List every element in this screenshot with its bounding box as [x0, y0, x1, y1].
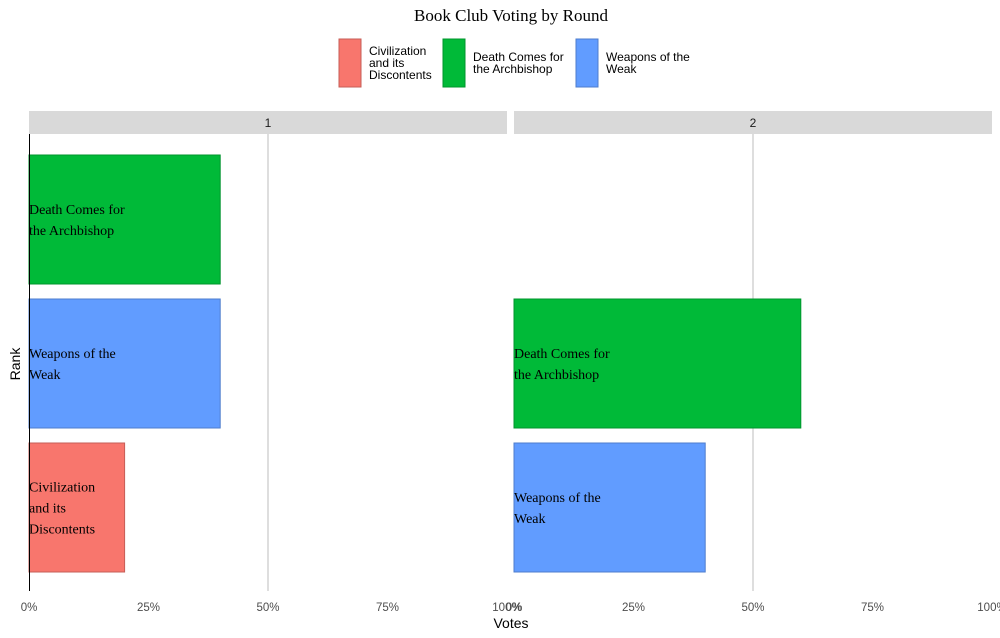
legend-key [575, 38, 599, 88]
facet-label: 2 [750, 116, 757, 130]
x-tick-label: 50% [741, 602, 764, 614]
x-tick-label: 100% [977, 602, 1000, 614]
bar-label: Weapons of the Weak [514, 491, 601, 527]
bar [513, 442, 706, 573]
chart-title: Book Club Voting by Round [414, 6, 608, 25]
facet-strip [514, 111, 992, 134]
legend-label: Death Comes for the Archbishop [473, 50, 564, 76]
legend-label: Civilization and its Discontents [369, 44, 432, 82]
bar [28, 154, 221, 285]
legend-key [442, 38, 466, 88]
bar-label: Civilization and its Discontents [29, 481, 95, 538]
plot-panels: 1 Death Comes for the Archbishop Weapons of… [21, 111, 1000, 614]
x-tick-label: 50% [256, 602, 279, 614]
panel: 1 Death Comes for the Archbishop Weapons of… [21, 111, 522, 614]
legend: Civilization and its Discontents Death Come… [338, 38, 690, 88]
bar [513, 298, 802, 429]
y-axis-label: Rank [7, 347, 23, 381]
bar-label: Weapons of the Weak [29, 347, 116, 383]
x-tick-label: 100% [492, 602, 521, 614]
x-tick-label: 25% [137, 602, 160, 614]
bar-label: Death Comes for the Archbishop [514, 347, 610, 383]
x-axis-label: Votes [493, 615, 528, 631]
bar [28, 298, 221, 429]
x-tick-label: 25% [622, 602, 645, 614]
facet-strip [29, 111, 507, 134]
legend-label: Weapons of the Weak [606, 50, 690, 76]
legend-key [338, 38, 362, 88]
facet-label: 1 [265, 116, 272, 130]
x-tick-label: 0% [506, 602, 523, 614]
bar-label: Death Comes for the Archbishop [29, 203, 125, 239]
panel: 2 Death Comes for the Archbishop Weapons of… [506, 111, 1000, 614]
x-tick-label: 75% [376, 602, 399, 614]
x-tick-label: 75% [861, 602, 884, 614]
x-tick-label: 0% [21, 602, 38, 614]
